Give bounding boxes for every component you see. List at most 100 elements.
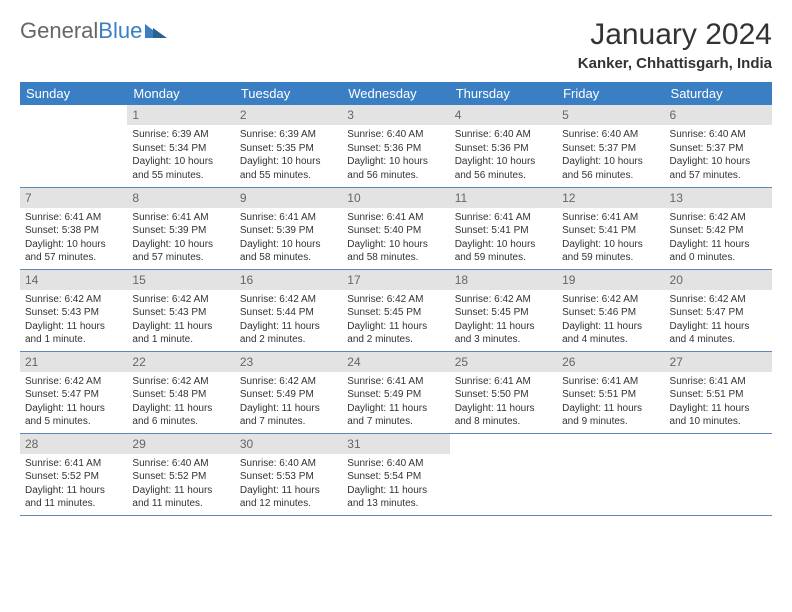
logo-text-2: Blue [98,18,142,44]
calendar-day: 6Sunrise: 6:40 AMSunset: 5:37 PMDaylight… [665,105,772,187]
calendar-day: 7Sunrise: 6:41 AMSunset: 5:38 PMDaylight… [20,187,127,269]
day-body: Sunrise: 6:41 AMSunset: 5:51 PMDaylight:… [557,372,664,432]
daylight-text: Daylight: 10 hours and 58 minutes. [240,238,337,265]
day-body: Sunrise: 6:40 AMSunset: 5:54 PMDaylight:… [342,454,449,514]
day-body: Sunrise: 6:42 AMSunset: 5:42 PMDaylight:… [665,208,772,268]
day-body: Sunrise: 6:41 AMSunset: 5:41 PMDaylight:… [557,208,664,268]
page-title: January 2024 [578,18,772,52]
day-body: Sunrise: 6:42 AMSunset: 5:47 PMDaylight:… [665,290,772,350]
sunrise-text: Sunrise: 6:42 AM [670,293,767,307]
day-number: 31 [342,434,449,454]
daylight-text: Daylight: 11 hours and 9 minutes. [562,402,659,429]
day-number: 21 [20,352,127,372]
daylight-text: Daylight: 10 hours and 57 minutes. [25,238,122,265]
day-header: Monday [127,82,234,105]
day-number: 3 [342,105,449,125]
sunrise-text: Sunrise: 6:40 AM [455,128,552,142]
calendar-table: SundayMondayTuesdayWednesdayThursdayFrid… [20,82,772,516]
calendar-day: 26Sunrise: 6:41 AMSunset: 5:51 PMDayligh… [557,351,664,433]
sunrise-text: Sunrise: 6:40 AM [347,457,444,471]
sunset-text: Sunset: 5:41 PM [455,224,552,238]
page-header: GeneralBlue January 2024 Kanker, Chhatti… [20,18,772,72]
daylight-text: Daylight: 11 hours and 0 minutes. [670,238,767,265]
day-body: Sunrise: 6:41 AMSunset: 5:51 PMDaylight:… [665,372,772,432]
sunset-text: Sunset: 5:36 PM [347,142,444,156]
calendar-day: 9Sunrise: 6:41 AMSunset: 5:39 PMDaylight… [235,187,342,269]
day-body: Sunrise: 6:42 AMSunset: 5:48 PMDaylight:… [127,372,234,432]
day-body: Sunrise: 6:41 AMSunset: 5:49 PMDaylight:… [342,372,449,432]
calendar-day: 11Sunrise: 6:41 AMSunset: 5:41 PMDayligh… [450,187,557,269]
calendar-day: 28Sunrise: 6:41 AMSunset: 5:52 PMDayligh… [20,433,127,515]
calendar-day: 8Sunrise: 6:41 AMSunset: 5:39 PMDaylight… [127,187,234,269]
sunrise-text: Sunrise: 6:42 AM [562,293,659,307]
calendar-day: 18Sunrise: 6:42 AMSunset: 5:45 PMDayligh… [450,269,557,351]
day-body: Sunrise: 6:40 AMSunset: 5:53 PMDaylight:… [235,454,342,514]
day-body [450,440,557,446]
daylight-text: Daylight: 10 hours and 55 minutes. [240,155,337,182]
sunrise-text: Sunrise: 6:42 AM [25,375,122,389]
daylight-text: Daylight: 11 hours and 2 minutes. [240,320,337,347]
sunrise-text: Sunrise: 6:42 AM [240,375,337,389]
sunset-text: Sunset: 5:49 PM [347,388,444,402]
day-number: 13 [665,188,772,208]
calendar-day: 20Sunrise: 6:42 AMSunset: 5:47 PMDayligh… [665,269,772,351]
daylight-text: Daylight: 10 hours and 56 minutes. [455,155,552,182]
calendar-week: 14Sunrise: 6:42 AMSunset: 5:43 PMDayligh… [20,269,772,351]
calendar-day: 10Sunrise: 6:41 AMSunset: 5:40 PMDayligh… [342,187,449,269]
day-body: Sunrise: 6:41 AMSunset: 5:39 PMDaylight:… [235,208,342,268]
day-body: Sunrise: 6:40 AMSunset: 5:52 PMDaylight:… [127,454,234,514]
sunset-text: Sunset: 5:45 PM [347,306,444,320]
day-body: Sunrise: 6:40 AMSunset: 5:37 PMDaylight:… [665,125,772,185]
day-body [557,440,664,446]
day-number: 19 [557,270,664,290]
daylight-text: Daylight: 11 hours and 3 minutes. [455,320,552,347]
day-body: Sunrise: 6:39 AMSunset: 5:35 PMDaylight:… [235,125,342,185]
daylight-text: Daylight: 11 hours and 13 minutes. [347,484,444,511]
daylight-text: Daylight: 11 hours and 7 minutes. [240,402,337,429]
calendar-day: 25Sunrise: 6:41 AMSunset: 5:50 PMDayligh… [450,351,557,433]
calendar-day: 15Sunrise: 6:42 AMSunset: 5:43 PMDayligh… [127,269,234,351]
sunrise-text: Sunrise: 6:42 AM [347,293,444,307]
sunrise-text: Sunrise: 6:42 AM [132,375,229,389]
day-body: Sunrise: 6:41 AMSunset: 5:38 PMDaylight:… [20,208,127,268]
day-body: Sunrise: 6:42 AMSunset: 5:45 PMDaylight:… [450,290,557,350]
day-number: 22 [127,352,234,372]
day-number: 26 [557,352,664,372]
sunset-text: Sunset: 5:43 PM [132,306,229,320]
title-block: January 2024 Kanker, Chhattisgarh, India [578,18,772,72]
sunrise-text: Sunrise: 6:39 AM [240,128,337,142]
day-number: 15 [127,270,234,290]
sunrise-text: Sunrise: 6:40 AM [240,457,337,471]
sunset-text: Sunset: 5:52 PM [25,470,122,484]
day-body: Sunrise: 6:40 AMSunset: 5:36 PMDaylight:… [450,125,557,185]
day-number: 18 [450,270,557,290]
calendar-day: 23Sunrise: 6:42 AMSunset: 5:49 PMDayligh… [235,351,342,433]
day-body: Sunrise: 6:42 AMSunset: 5:44 PMDaylight:… [235,290,342,350]
calendar-day [20,105,127,187]
calendar-day: 16Sunrise: 6:42 AMSunset: 5:44 PMDayligh… [235,269,342,351]
sunset-text: Sunset: 5:47 PM [670,306,767,320]
daylight-text: Daylight: 10 hours and 59 minutes. [455,238,552,265]
sunset-text: Sunset: 5:43 PM [25,306,122,320]
day-body: Sunrise: 6:39 AMSunset: 5:34 PMDaylight:… [127,125,234,185]
sunset-text: Sunset: 5:53 PM [240,470,337,484]
calendar-day: 19Sunrise: 6:42 AMSunset: 5:46 PMDayligh… [557,269,664,351]
sunrise-text: Sunrise: 6:41 AM [455,375,552,389]
calendar-day: 24Sunrise: 6:41 AMSunset: 5:49 PMDayligh… [342,351,449,433]
daylight-text: Daylight: 11 hours and 8 minutes. [455,402,552,429]
sunrise-text: Sunrise: 6:41 AM [240,211,337,225]
daylight-text: Daylight: 11 hours and 1 minute. [25,320,122,347]
day-body: Sunrise: 6:40 AMSunset: 5:36 PMDaylight:… [342,125,449,185]
calendar-page: GeneralBlue January 2024 Kanker, Chhatti… [0,0,792,534]
logo-text-1: General [20,18,98,44]
day-number: 11 [450,188,557,208]
daylight-text: Daylight: 10 hours and 59 minutes. [562,238,659,265]
daylight-text: Daylight: 10 hours and 57 minutes. [670,155,767,182]
calendar-week: 7Sunrise: 6:41 AMSunset: 5:38 PMDaylight… [20,187,772,269]
daylight-text: Daylight: 11 hours and 12 minutes. [240,484,337,511]
sunset-text: Sunset: 5:35 PM [240,142,337,156]
calendar-day: 12Sunrise: 6:41 AMSunset: 5:41 PMDayligh… [557,187,664,269]
sunset-text: Sunset: 5:48 PM [132,388,229,402]
day-body [665,440,772,446]
day-number: 9 [235,188,342,208]
